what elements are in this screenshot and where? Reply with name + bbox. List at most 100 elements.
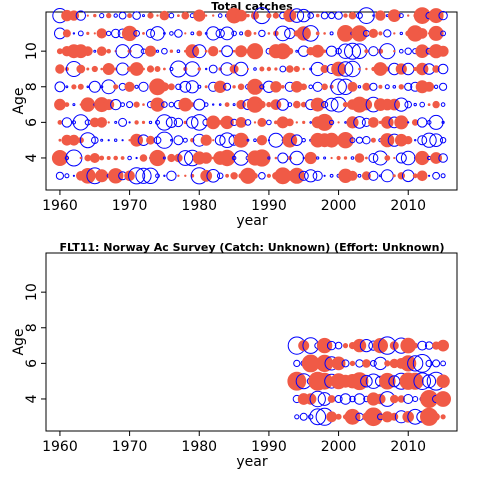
negative-residual-bubble [316,156,320,160]
positive-residual-bubble [253,32,257,35]
positive-residual-bubble [323,32,326,35]
positive-residual-bubble [200,134,212,146]
negative-residual-bubble [368,46,379,57]
negative-residual-bubble [268,132,284,148]
positive-residual-bubble [102,63,115,75]
negative-residual-bubble [312,81,323,92]
negative-residual-bubble [384,84,390,90]
negative-residual-bubble [341,359,350,368]
y-tick-label: 4 [24,153,40,162]
negative-residual-bubble [428,174,431,177]
negative-residual-bubble [118,117,128,127]
bubble-marks [287,336,452,427]
positive-residual-bubble [76,64,86,74]
negative-residual-bubble [326,45,338,57]
negative-residual-bubble [349,137,356,144]
positive-residual-bubble [416,170,428,182]
positive-residual-bubble [86,67,90,71]
positive-residual-bubble [159,10,170,21]
negative-residual-bubble [75,10,87,21]
negative-residual-bubble [432,359,441,368]
negative-residual-bubble [289,8,305,23]
negative-residual-bubble [150,26,165,41]
negative-residual-bubble [133,30,141,37]
x-tick-label: 1960 [42,198,78,214]
positive-residual-bubble [204,85,208,89]
negative-residual-bubble [114,138,118,142]
negative-residual-bubble [266,119,272,126]
negative-residual-bubble [79,132,96,149]
negative-residual-bubble [114,120,118,124]
positive-residual-bubble [370,137,376,143]
y-axis: 4 6 8 10 [24,42,46,162]
positive-residual-bubble [300,83,308,91]
negative-residual-bubble [359,339,373,353]
positive-residual-bubble [424,81,435,92]
negative-residual-bubble [412,354,432,373]
negative-residual-bubble [64,173,70,179]
negative-residual-bubble [276,98,289,111]
positive-residual-bubble [142,32,145,35]
negative-residual-bubble [337,43,354,59]
negative-residual-bubble [356,12,363,20]
positive-residual-bubble [368,117,379,128]
positive-residual-bubble [266,13,272,19]
positive-residual-bubble [390,394,399,404]
positive-residual-bubble [235,45,248,58]
negative-residual-bubble [413,372,432,391]
negative-residual-bubble [156,114,173,131]
negative-residual-bubble [417,135,428,146]
positive-residual-bubble [358,67,361,71]
negative-residual-bubble [118,11,127,20]
positive-residual-bubble [343,156,348,160]
positive-residual-bubble [129,62,144,76]
negative-residual-bubble [368,170,379,181]
y-tick-label: 8 [24,323,40,332]
positive-residual-bubble [156,14,159,17]
positive-residual-bubble [331,356,346,371]
positive-residual-bubble [159,82,169,92]
positive-residual-bubble [252,172,258,179]
positive-residual-bubble [347,170,358,181]
positive-residual-bubble [377,48,384,54]
negative-residual-bubble [155,119,160,125]
negative-residual-bubble [54,81,66,93]
y-tick-label: 8 [24,82,40,91]
positive-residual-bubble [235,9,247,22]
positive-residual-bubble [113,155,118,161]
negative-residual-bubble [259,84,265,90]
negative-residual-bubble [298,170,309,181]
positive-residual-bubble [134,120,139,125]
negative-residual-bubble [106,30,112,37]
positive-residual-bubble [93,13,97,18]
positive-residual-bubble [106,12,112,19]
positive-residual-bubble [54,98,66,111]
positive-residual-bubble [342,101,349,108]
negative-residual-bubble [135,156,138,160]
positive-residual-bubble [197,67,202,71]
positive-residual-bubble [196,30,203,37]
positive-residual-bubble [163,67,166,71]
positive-residual-bubble [316,337,333,354]
negative-residual-bubble [304,169,318,183]
positive-residual-bubble [233,132,249,148]
positive-residual-bubble [364,49,369,54]
negative-residual-bubble [244,119,252,126]
negative-residual-bubble [439,82,448,91]
positive-residual-bubble [413,7,431,25]
positive-residual-bubble [320,64,329,74]
negative-residual-bubble [404,100,413,109]
positive-residual-bubble [246,13,250,18]
positive-residual-bubble [253,121,257,124]
negative-residual-bubble [165,116,177,129]
negative-residual-bubble [320,11,329,20]
negative-residual-bubble [344,42,361,60]
negative-residual-bubble [161,101,168,108]
positive-residual-bubble [214,80,227,94]
positive-residual-bubble [316,113,334,131]
positive-residual-bubble [337,121,340,124]
positive-residual-bubble [348,11,357,20]
positive-residual-bubble [430,152,443,164]
negative-residual-bubble [428,114,444,130]
negative-residual-bubble [148,120,153,125]
